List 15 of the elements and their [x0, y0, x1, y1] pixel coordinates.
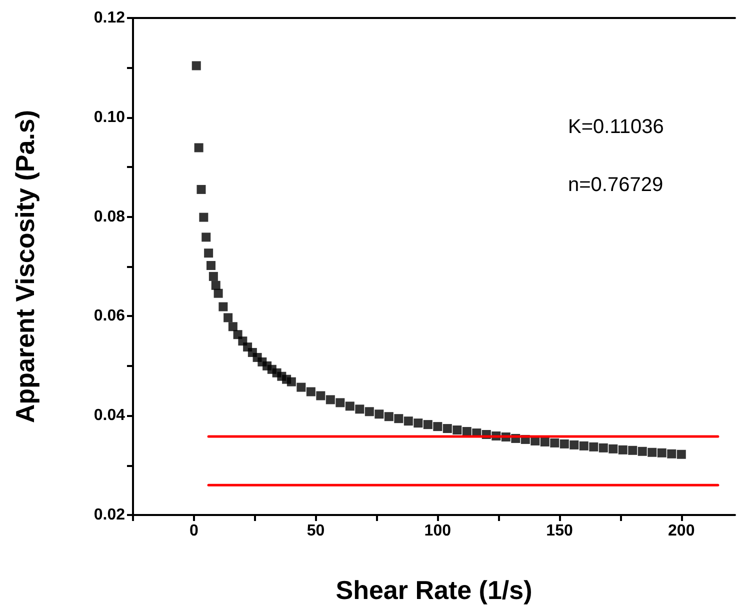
- y-tick-label: 0.04: [94, 407, 126, 424]
- annotation: n=0.76729: [568, 174, 664, 196]
- annotation: K=0.11036: [568, 116, 664, 138]
- y-tick-label: 0.08: [94, 208, 126, 226]
- y-axis-title: Apparent Viscosity (Pa.s): [10, 110, 40, 424]
- x-tick-label: 200: [668, 522, 695, 540]
- y-tick-label: 0.06: [94, 308, 126, 325]
- x-axis-title: Shear Rate (1/s): [336, 575, 532, 605]
- y-tick-label: 0.02: [94, 506, 126, 524]
- y-tick-label: 0.12: [94, 10, 126, 26]
- y-tick-label: 0.10: [94, 108, 126, 126]
- x-tick-label: 50: [306, 522, 325, 540]
- x-tick-label: 150: [546, 522, 573, 540]
- x-tick-label: 0: [189, 522, 198, 540]
- x-tick-label: 100: [424, 522, 452, 540]
